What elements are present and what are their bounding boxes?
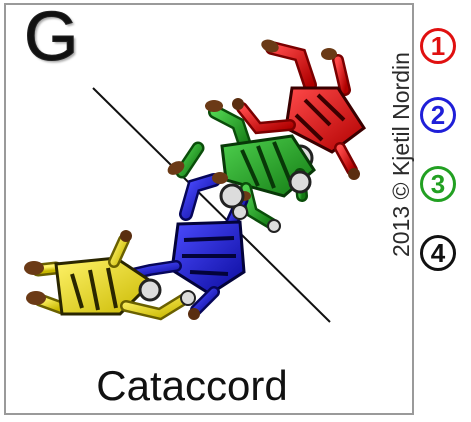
- slot-1-badge: 1: [420, 28, 456, 64]
- slot-2-label: 2: [430, 100, 446, 130]
- formation-name: Cataccord: [96, 362, 288, 409]
- slot-4-label: 4: [430, 238, 446, 268]
- slot-line: [92, 87, 331, 323]
- slot-legend: 1 2 3 4: [420, 28, 466, 304]
- slot-3-label: 3: [430, 169, 446, 199]
- yellow-jumper-figure: [24, 230, 196, 321]
- slot-3-badge: 3: [420, 166, 456, 202]
- slot-2-badge: 2: [420, 97, 456, 133]
- card-letter: G: [23, 0, 79, 75]
- green-jumper-figure: [167, 100, 316, 233]
- blue-jumper-figure: [114, 172, 251, 320]
- red-jumper-figure: [232, 39, 367, 180]
- slot-4-badge: 4: [420, 235, 456, 271]
- slot-1-label: 1: [430, 31, 446, 61]
